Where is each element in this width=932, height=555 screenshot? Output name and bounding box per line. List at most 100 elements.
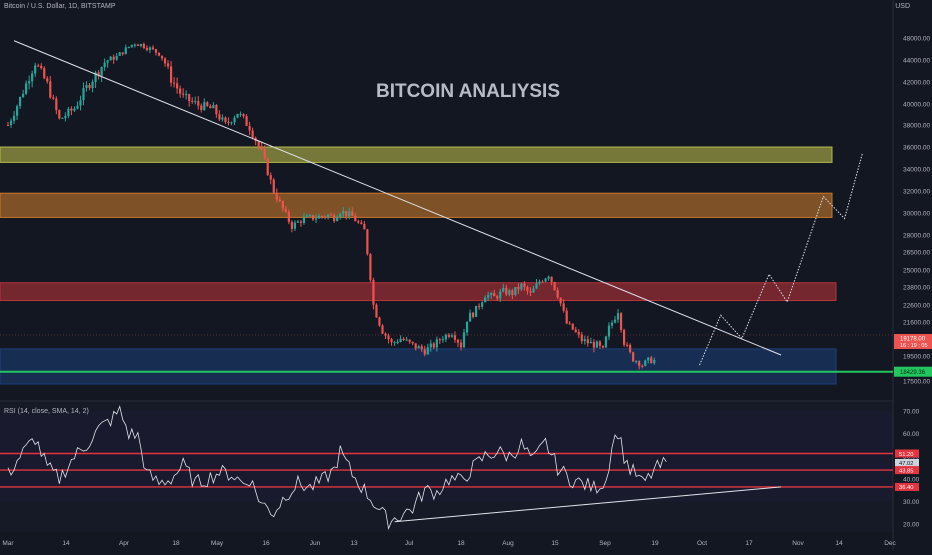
candle [465,321,469,333]
candle [127,46,130,48]
candle [94,72,97,82]
candle [287,211,290,222]
candle [378,317,381,326]
candle [574,329,577,333]
candle [227,122,230,124]
candle [133,44,136,46]
candle [31,73,34,82]
candle [592,341,595,348]
candle [163,58,167,64]
chart-title: BITCOIN ANALIYSIS [376,81,560,102]
candle [641,365,644,367]
zone-blue[interactable] [0,348,837,385]
candle [9,120,13,126]
candle [70,108,73,111]
candle [459,342,463,348]
candle [64,115,67,118]
candle [511,290,514,295]
candle [478,305,481,307]
candle [532,288,535,293]
support-price-label: 18429.36 [900,370,926,376]
candle [647,357,650,361]
rsi-tick-label: 30.00 [903,499,920,506]
candle [188,94,191,102]
candle [432,343,435,348]
candle [215,105,218,115]
candle [67,108,70,116]
projection-path[interactable] [699,152,864,366]
candle [447,334,451,337]
zone-yellow[interactable] [0,146,833,163]
candle [462,332,466,348]
candle [399,338,402,342]
candle [598,341,602,346]
candle [281,200,284,209]
time-tick-label: 19 [651,540,659,547]
candle [523,283,526,287]
candle [58,110,61,119]
candle [124,47,127,55]
candle [351,211,354,216]
time-tick-label: Apr [119,540,130,547]
descending-trendline[interactable] [13,40,782,356]
candle [224,117,227,123]
candle [402,338,405,341]
candle [136,44,139,46]
candle [302,216,306,223]
candle [49,81,52,98]
candle [526,286,529,292]
candle [468,312,472,322]
candle [435,339,438,348]
candle [653,359,656,364]
candle [613,319,617,323]
candle [179,88,182,94]
price-tick-label: 36000.00 [903,145,930,152]
rsi-level-badge [895,458,919,467]
last-price-label: 19178.00 [900,337,926,343]
candle [272,179,275,193]
candle [583,339,586,342]
candle [278,199,281,201]
candle [218,114,221,120]
candle [493,293,496,297]
candle [387,335,390,340]
candle [644,360,647,366]
time-tick-label: 15 [551,540,559,547]
candle [496,296,499,299]
support-price-badge [894,366,932,377]
candle [342,210,345,214]
candle [366,229,369,255]
candle [185,94,188,96]
time-tick-label: Mar [2,540,14,547]
price-tick-label: 34000.00 [903,167,930,174]
rsi-line[interactable] [7,405,667,530]
candle [182,93,185,95]
candle [40,65,43,69]
candle [629,344,632,353]
price-tick-label: 42000.00 [903,80,930,87]
candle [97,72,100,76]
candle [260,146,263,150]
candle [160,55,164,59]
candle [121,52,124,55]
candle [339,213,342,218]
candle [538,281,541,284]
rsi-trendline[interactable] [394,486,782,523]
candle [626,344,629,346]
candle [544,278,547,282]
candle [453,335,457,340]
candle [405,339,408,341]
candle [197,101,200,106]
candle [82,88,85,101]
candle [330,214,333,216]
time-tick-label: Jul [405,540,414,547]
zone-red[interactable] [0,282,837,301]
candle [230,122,233,124]
currency-label: USD [895,3,910,10]
candle [52,97,55,99]
candle [622,329,626,345]
candle [577,332,580,335]
candle [145,47,149,50]
